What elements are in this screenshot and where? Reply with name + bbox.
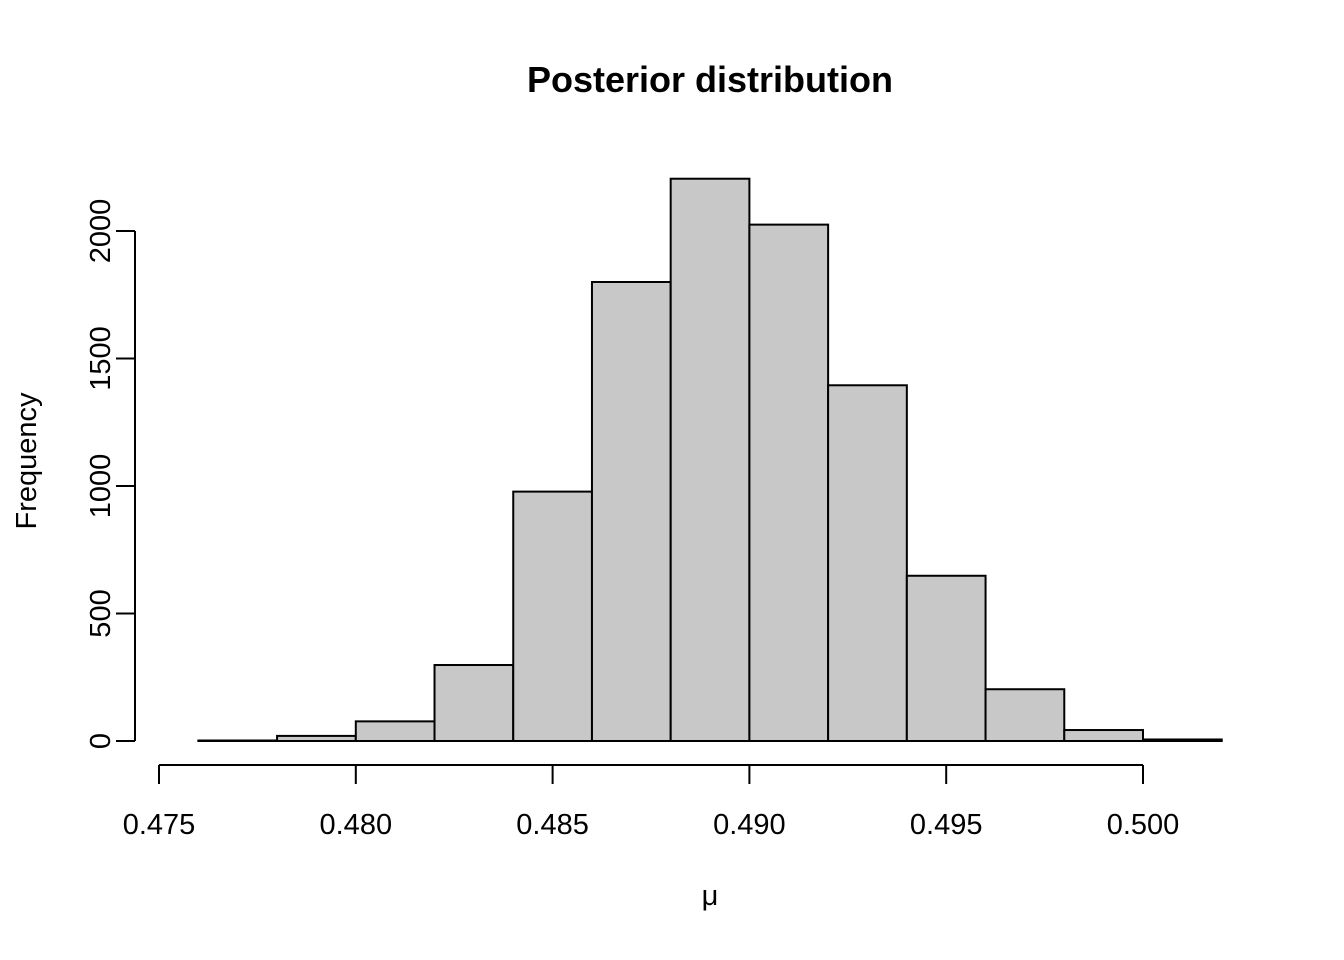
histogram-bar bbox=[276, 734, 357, 743]
x-tick-label: 0.500 bbox=[1107, 809, 1180, 841]
histogram-bar bbox=[512, 490, 593, 742]
chart-title: Posterior distribution bbox=[527, 59, 893, 100]
histogram-bar bbox=[1063, 729, 1145, 742]
x-tick-label: 0.495 bbox=[910, 809, 983, 841]
histogram-bar bbox=[669, 177, 751, 743]
x-tick-label: 0.490 bbox=[713, 809, 786, 841]
y-axis-label: Frequency bbox=[11, 392, 43, 530]
y-tick-label: 2000 bbox=[85, 199, 117, 264]
bars-group bbox=[197, 177, 1223, 743]
histogram-bar bbox=[354, 720, 436, 742]
histogram-bar bbox=[827, 384, 908, 742]
histogram-bar bbox=[433, 664, 515, 743]
histogram-bar bbox=[984, 688, 1066, 742]
x-tick-label: 0.480 bbox=[320, 809, 393, 841]
y-tick-label: 0 bbox=[85, 733, 117, 749]
histogram-bar bbox=[590, 281, 672, 742]
x-tick-label: 0.475 bbox=[123, 809, 196, 841]
y-tick-label: 500 bbox=[85, 589, 117, 637]
y-tick-label: 1000 bbox=[85, 454, 117, 519]
y-tick-label: 1500 bbox=[85, 326, 117, 391]
x-axis-label: μ bbox=[702, 880, 719, 912]
x-tick-label: 0.485 bbox=[516, 809, 589, 841]
histogram-bar bbox=[197, 739, 279, 742]
y-axis: 0 500 1000 1500 2000 bbox=[85, 199, 136, 749]
histogram-bar bbox=[1142, 738, 1223, 742]
x-axis: 0.475 0.480 0.485 0.490 0.495 0.500 bbox=[123, 764, 1180, 841]
histogram-bar bbox=[748, 223, 830, 742]
histogram-bar bbox=[905, 574, 987, 743]
